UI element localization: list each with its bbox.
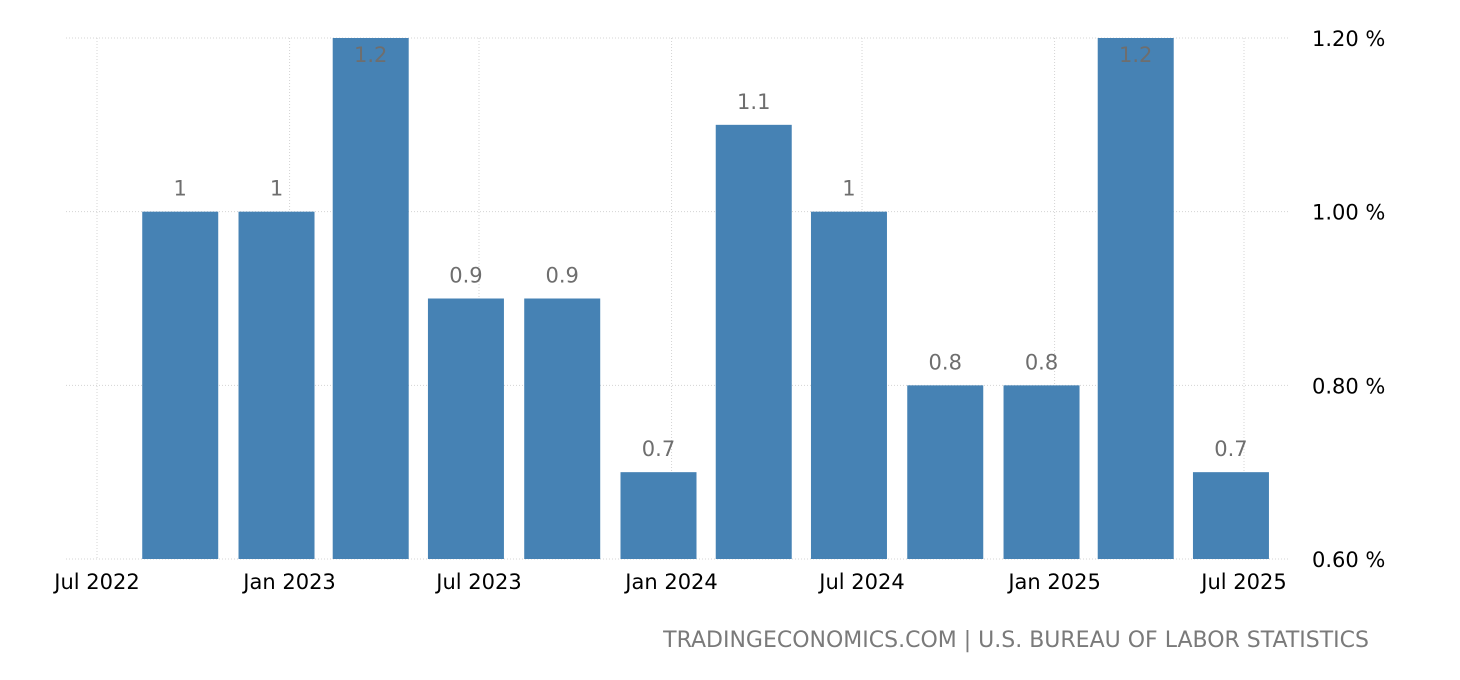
bar [907,385,984,559]
bar [142,211,219,559]
data-label: 1 [174,177,187,201]
bar [1003,385,1080,559]
bar [620,472,697,559]
data-label: 0.9 [546,264,579,288]
source-attribution: TRADINGECONOMICS.COM | U.S. BUREAU OF LA… [663,628,1369,653]
data-label: 0.7 [642,437,675,461]
y-tick-label: 0.60 % [1312,548,1385,572]
y-axis: 0.60 % 0.80 % 1.00 % 1.20 % [1312,27,1385,572]
x-tick-label: Jan 2023 [241,570,336,594]
bar [427,298,504,559]
y-tick-label: 1.20 % [1312,27,1385,51]
x-tick-label: Jul 2022 [52,570,139,594]
x-tick-label: Jul 2025 [1199,570,1286,594]
bar [332,38,409,559]
bar [524,298,601,559]
data-label: 1.1 [737,90,770,114]
x-tick-label: Jul 2024 [817,570,904,594]
x-tick-label: Jul 2023 [434,570,521,594]
data-label: 0.8 [1025,350,1058,374]
bar-chart: 1 11.20.9 0.90.71.110.8 0.81.20.7 Jul 2022 J… [52,27,1385,594]
bar [1192,472,1269,559]
data-label: 1 [270,177,283,201]
x-tick-label: Jan 2024 [623,570,718,594]
bar [715,124,792,559]
y-tick-label: 1.00 % [1312,201,1385,225]
data-label: 1.2 [1119,43,1152,67]
data-label: 0.7 [1214,437,1247,461]
data-label: 1.2 [354,43,387,67]
data-label: 0.8 [929,350,962,374]
y-tick-label: 0.80 % [1312,374,1385,398]
x-tick-label: Jan 2025 [1006,570,1101,594]
bar [238,211,315,559]
bars [142,38,1269,559]
data-labels: 1 1 1.2 0.9 0.9 0.7 1.1 1 0.8 0.8 1.2 0.7 [174,43,1248,461]
bar [810,211,887,559]
data-label: 1 [842,177,855,201]
x-axis: Jul 2022 Jan 2023 Jul 2023 Jan 2024 Jul 2024… [52,570,1286,594]
bar [1097,38,1174,559]
data-label: 0.9 [449,264,482,288]
